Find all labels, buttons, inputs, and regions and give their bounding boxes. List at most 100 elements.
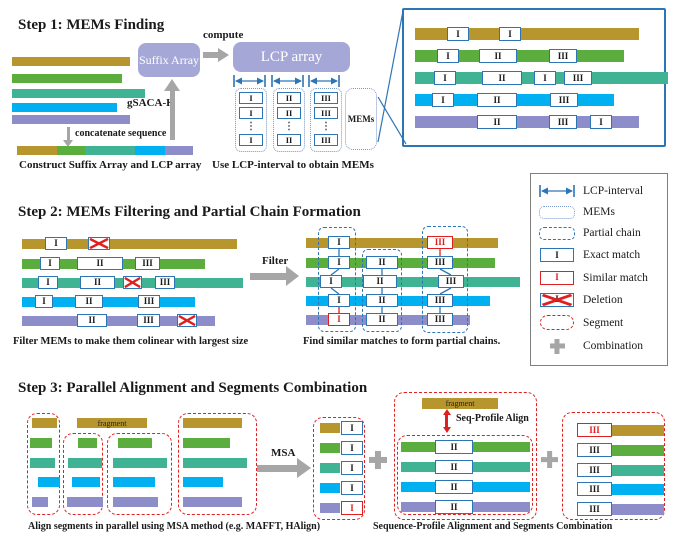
sequence-bar: [306, 296, 490, 306]
partial-chain-icon: [531, 226, 583, 240]
match-box: II: [435, 480, 473, 494]
sequence-bar: [12, 103, 117, 112]
segment-box: [397, 435, 533, 515]
partial-chain-box: [362, 249, 402, 332]
step2-right-group: I III I II III I II III I II III I II III: [306, 226, 536, 338]
match-box: III: [577, 443, 612, 457]
compute-arrow: [203, 52, 218, 58]
sequence-bar: [579, 445, 664, 456]
match-box: II: [479, 49, 517, 63]
match-box: I: [38, 276, 58, 289]
compute-label: compute: [203, 29, 244, 41]
lcp-interval-column: I I ⋮ I: [235, 88, 267, 152]
sequence-bar: [30, 438, 52, 448]
sequence-bar: [113, 477, 155, 487]
match-box: III: [427, 313, 453, 326]
match-box: III: [549, 115, 577, 129]
match-box: I: [239, 107, 263, 119]
match-box: III: [155, 276, 175, 289]
sequence-bar: [579, 425, 664, 436]
match-box: I: [590, 115, 612, 129]
similar-match-box: I: [540, 270, 574, 285]
sequence-bar: [118, 438, 152, 448]
msa-label: MSA: [271, 447, 296, 459]
msa-arrow: [257, 465, 297, 472]
sequence-bar: [72, 477, 100, 487]
concat-segment: [17, 146, 57, 155]
partial-chain-icon-shape: [539, 226, 575, 240]
concatenated-sequence-bar: [17, 146, 193, 155]
match-box: I: [45, 237, 67, 250]
seq-profile-arrow-icon: [442, 410, 451, 432]
gsaca-label: gSACA-K: [127, 97, 175, 109]
mems-group-box: MEMs: [345, 88, 377, 150]
lcp-interval-column: II II ⋮ II: [273, 88, 305, 152]
exact-match-box: I: [540, 248, 574, 263]
legend-label: Exact match: [583, 249, 641, 262]
sequence-bar: [38, 477, 60, 487]
fragment-bar: fragment: [77, 418, 147, 428]
concat-segment: [85, 146, 135, 155]
match-box: I: [35, 295, 53, 308]
step3-title: Step 3: Parallel Alignment and Segments …: [18, 380, 368, 396]
match-box: III: [314, 92, 338, 104]
fragment-bar: fragment: [422, 398, 498, 409]
legend-label: Deletion: [583, 293, 623, 306]
sequence-bar: [67, 497, 103, 507]
deletion-icon: I: [531, 292, 583, 307]
gsaca-arrow: [170, 90, 175, 140]
step2-caption-left: Filter MEMs to make them colinear with l…: [13, 336, 249, 347]
match-box: III: [550, 93, 578, 107]
sequence-bar: [320, 503, 340, 513]
msa-arrowhead-icon: [297, 458, 311, 478]
match-box: III: [135, 257, 160, 270]
match-box: II: [435, 500, 473, 514]
lcp-interval-icon: [308, 74, 340, 87]
match-box: II: [277, 107, 301, 119]
legend: LCP-interval MEMs Partial chain I Exact matc…: [530, 173, 668, 366]
sequence-bar: [113, 497, 158, 507]
sequence-bar: [415, 116, 639, 128]
sequence-bar: [22, 316, 215, 326]
deletion-box: I: [540, 292, 574, 307]
concat-segment: [57, 146, 85, 155]
legend-label: Combination: [583, 340, 644, 353]
segment-icon: [531, 315, 583, 331]
match-box: III: [564, 71, 592, 85]
deletion-box: [123, 276, 142, 289]
match-box: II: [77, 314, 107, 327]
match-box: III: [137, 314, 160, 327]
match-box: I: [432, 93, 454, 107]
match-box: II: [435, 460, 473, 474]
ellipsis: ⋮: [321, 121, 331, 132]
legend-item: LCP-interval: [531, 185, 667, 198]
gsaca-arrowhead-icon: [164, 79, 180, 91]
match-box: II: [80, 276, 115, 289]
sequence-bar: [30, 458, 55, 468]
suffix-array-box: Suffix Array: [138, 43, 200, 77]
step1-title: Step 1: MEMs Finding: [18, 17, 165, 33]
match-box: II: [363, 275, 397, 288]
ellipsis: ⋮: [284, 121, 294, 132]
match-box: I: [328, 313, 350, 326]
legend-item: MEMs: [531, 205, 667, 219]
match-box: I: [239, 92, 263, 104]
step1-caption-left: Construct Suffix Array and LCP array: [19, 159, 202, 171]
sequence-bar: [183, 477, 223, 487]
deletion-box: [177, 314, 197, 327]
mems-icon-shape: [539, 205, 575, 219]
match-box: I: [434, 71, 456, 85]
match-box: I: [328, 236, 350, 249]
match-box: II: [366, 313, 398, 326]
segment-box: [313, 417, 365, 520]
deletion-x-icon: [541, 293, 573, 307]
match-box: I: [40, 257, 60, 270]
fragment-label: fragment: [97, 418, 127, 428]
match-box: II: [366, 256, 398, 269]
sequence-bar: [306, 258, 495, 268]
partial-chain-box: [422, 226, 468, 333]
sequence-bar: [22, 239, 237, 249]
